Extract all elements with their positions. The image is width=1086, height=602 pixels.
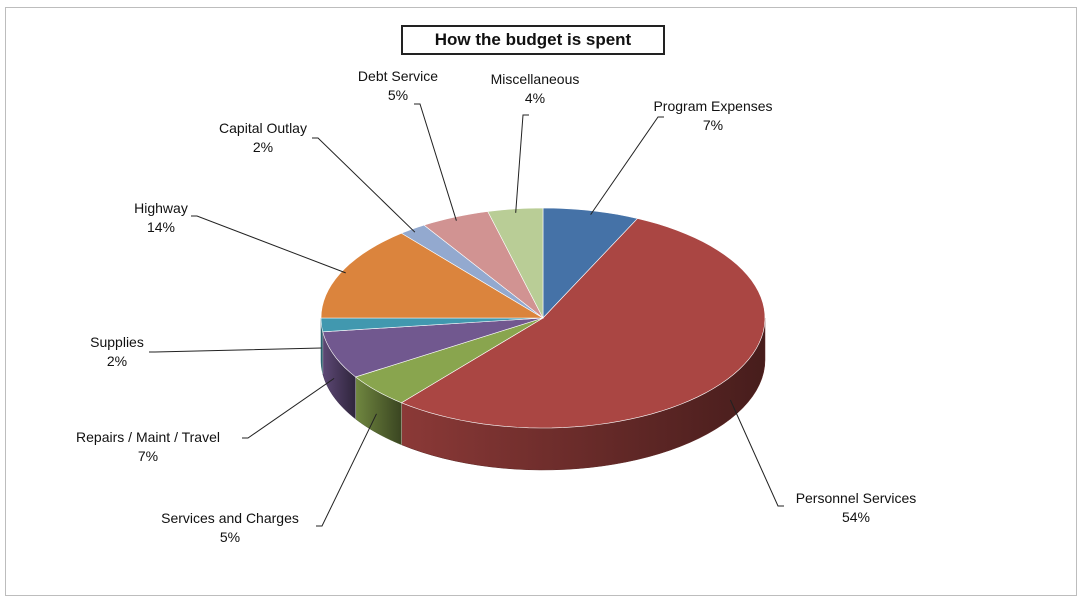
leader-line-6 <box>312 137 416 233</box>
label-program-expenses-percent: 7% <box>703 117 723 133</box>
leader-line-2 <box>316 413 377 527</box>
label-supplies-name: Supplies <box>90 334 144 350</box>
label-supplies-percent: 2% <box>107 353 127 369</box>
label-personnel-services-percent: 54% <box>842 509 870 525</box>
label-repairs-maint-travel-percent: 7% <box>138 448 158 464</box>
label-capital-outlay-name: Capital Outlay <box>219 120 307 136</box>
leader-line-7 <box>414 103 457 221</box>
label-miscellaneous-name: Miscellaneous <box>491 71 580 87</box>
leader-line-1 <box>729 399 784 507</box>
label-repairs-maint-travel-name: Repairs / Maint / Travel <box>76 429 220 445</box>
chart-title: How the budget is spent <box>401 25 665 55</box>
label-highway-name: Highway <box>134 200 188 216</box>
pie-slice-services-and-charges <box>354 317 544 404</box>
leader-line-0 <box>590 116 664 215</box>
label-personnel-services-name: Personnel Services <box>796 490 917 506</box>
leader-line-4 <box>149 347 322 353</box>
pie-slice-miscellaneous <box>487 207 544 319</box>
leader-line-8 <box>515 114 529 213</box>
pie-tops <box>320 207 766 429</box>
label-services-and-charges-name: Services and Charges <box>161 510 299 526</box>
label-debt-service-percent: 5% <box>388 87 408 103</box>
label-miscellaneous-percent: 4% <box>525 90 545 106</box>
label-capital-outlay-percent: 2% <box>253 139 273 155</box>
label-program-expenses-name: Program Expenses <box>653 98 772 114</box>
pie-slice-capital-outlay <box>400 224 544 319</box>
pie-slice-repairs-maint-travel <box>322 317 544 378</box>
slice-labels: Program Expenses 7% Personnel Services 54% S… <box>76 68 916 545</box>
leader-line-3 <box>242 377 335 439</box>
label-highway-percent: 14% <box>147 219 175 235</box>
pie-slice-personnel-services <box>400 218 766 429</box>
leader-line-5 <box>191 215 346 274</box>
leader-lines <box>149 103 784 527</box>
pie-slice-supplies <box>320 317 544 333</box>
label-debt-service-name: Debt Service <box>358 68 438 84</box>
label-services-and-charges-percent: 5% <box>220 529 240 545</box>
pie-slice-program-expenses <box>542 207 639 319</box>
